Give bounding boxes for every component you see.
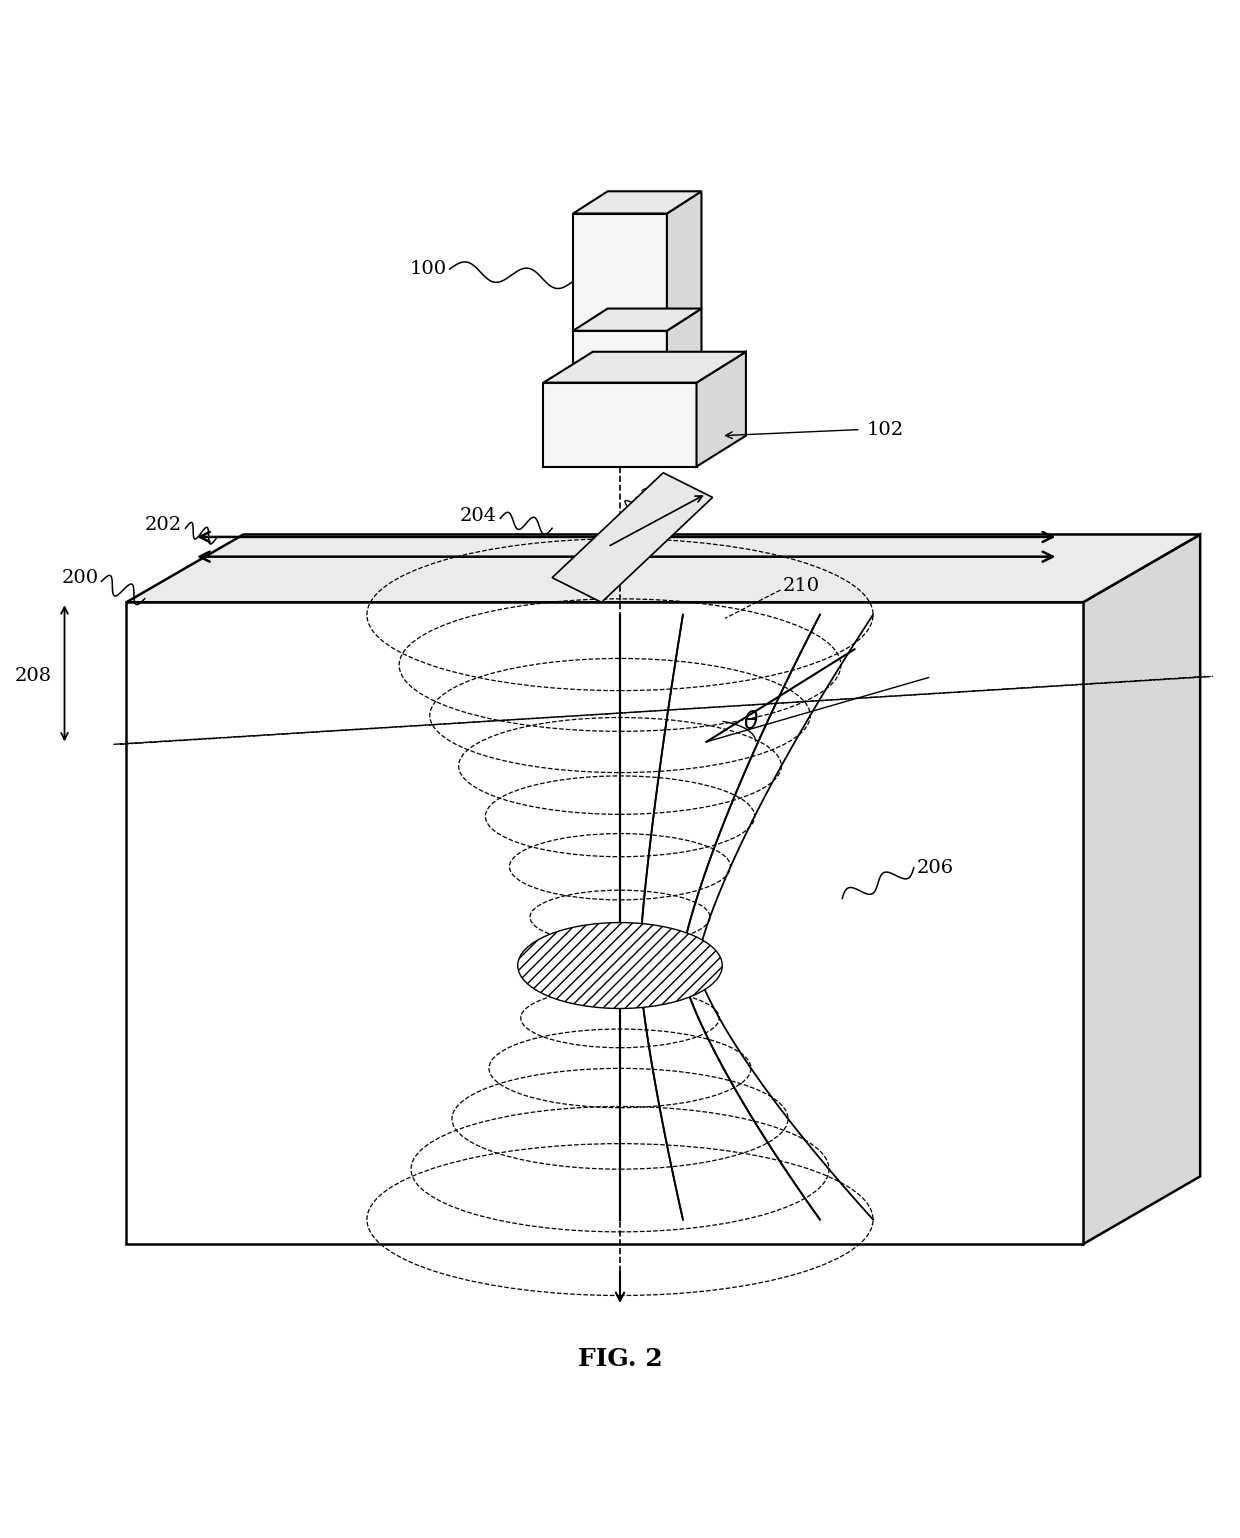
Text: 204: 204 xyxy=(460,508,496,524)
Text: 200: 200 xyxy=(62,569,99,586)
Polygon shape xyxy=(667,309,702,383)
Polygon shape xyxy=(126,535,1200,603)
Text: 202: 202 xyxy=(145,515,182,534)
Text: 206: 206 xyxy=(916,858,954,877)
Polygon shape xyxy=(667,191,702,331)
Polygon shape xyxy=(126,603,1083,1244)
Polygon shape xyxy=(573,214,667,331)
Text: 100: 100 xyxy=(410,260,448,278)
Text: $\theta$: $\theta$ xyxy=(743,711,759,734)
Polygon shape xyxy=(552,472,713,603)
Polygon shape xyxy=(543,352,746,383)
Text: 104: 104 xyxy=(639,489,676,506)
Polygon shape xyxy=(543,383,697,466)
Polygon shape xyxy=(573,309,702,331)
Polygon shape xyxy=(573,331,667,383)
Text: 102: 102 xyxy=(867,420,904,438)
Polygon shape xyxy=(697,352,746,466)
Text: 210: 210 xyxy=(782,577,820,595)
Ellipse shape xyxy=(518,923,722,1009)
Polygon shape xyxy=(573,191,702,214)
Text: FIG. 2: FIG. 2 xyxy=(578,1347,662,1370)
Text: 208: 208 xyxy=(15,667,52,686)
Polygon shape xyxy=(1083,535,1200,1244)
